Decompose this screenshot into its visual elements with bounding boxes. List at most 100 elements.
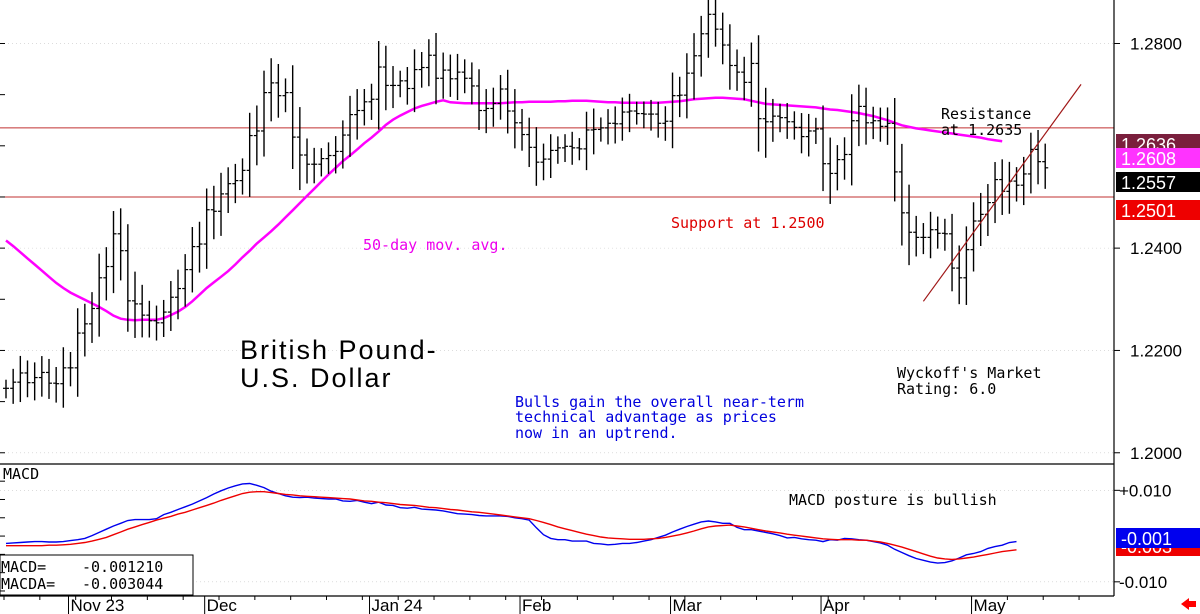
price-bar <box>784 102 791 139</box>
price-bar <box>375 41 382 130</box>
price-bar <box>225 167 232 213</box>
price-bar <box>655 101 662 138</box>
price-bar <box>483 89 490 134</box>
price-bar <box>296 107 303 191</box>
price-bar <box>705 0 712 58</box>
price-bar <box>175 269 182 320</box>
price-bar <box>726 24 733 90</box>
resistance-annotation-line-2: at 1.2635 <box>941 121 1022 139</box>
price-bar <box>870 106 877 140</box>
price-bar <box>468 62 475 105</box>
macd-lines <box>5 482 1017 564</box>
price-bar <box>992 162 999 224</box>
x-tick-label: May <box>974 596 1007 614</box>
price-bar <box>60 347 67 408</box>
price-bar <box>31 362 38 401</box>
price-bar <box>1027 132 1034 194</box>
price-bar <box>569 131 576 165</box>
price-bar <box>246 112 253 197</box>
market-rating-line-1: Wyckoff's Market <box>897 364 1042 382</box>
price-bar <box>440 52 447 99</box>
macd-tag-label: -0.001 <box>1121 529 1172 549</box>
price-bars <box>3 0 1049 408</box>
price-bar <box>540 143 547 181</box>
price-bar <box>167 281 174 331</box>
price-bar <box>160 299 167 337</box>
price-bar <box>941 218 948 251</box>
support-resistance-lines <box>0 127 1114 198</box>
price-bar <box>253 105 260 166</box>
price-bar <box>590 108 597 155</box>
x-tick-label: Apr <box>823 596 850 614</box>
price-bar <box>433 32 440 105</box>
moving-average-line <box>5 96 1003 322</box>
price-bar <box>124 224 131 332</box>
moving-average-annotation: 50-day mov. avg. <box>363 236 508 254</box>
price-bar <box>927 211 934 259</box>
price-bar <box>382 45 389 111</box>
macd-readout-box <box>0 554 194 596</box>
support-annotation: Support at 1.2500 <box>671 214 825 232</box>
macd-readout-value: -0.001210 <box>82 558 163 576</box>
price-bar <box>597 117 604 142</box>
price-bar <box>769 98 776 142</box>
price-bar <box>712 0 719 47</box>
price-bar <box>906 184 913 266</box>
price-bar <box>863 87 870 145</box>
price-bar <box>38 356 45 397</box>
price-bar <box>261 70 268 157</box>
price-tick-label: 1.2200 <box>1130 341 1182 360</box>
price-bar <box>96 253 103 337</box>
price-bar <box>898 143 905 246</box>
price-bar <box>884 107 891 145</box>
price-bar <box>519 108 526 151</box>
price-tag-label: 1.2501 <box>1121 201 1176 221</box>
price-bar <box>46 358 53 399</box>
price-tag-label: 1.2557 <box>1121 173 1176 193</box>
price-bar <box>74 308 81 397</box>
50-day-moving-average <box>5 96 1003 322</box>
price-bar <box>963 226 970 305</box>
price-bar <box>748 42 755 107</box>
macd-tick-label: +0.010 <box>1119 481 1171 500</box>
macda-readout-value: -0.003044 <box>82 575 163 593</box>
price-bar <box>554 136 561 164</box>
price-bar <box>332 136 339 174</box>
price-bar <box>132 271 139 338</box>
price-bar <box>626 93 633 133</box>
price-bar <box>533 127 540 186</box>
price-bar <box>425 39 432 87</box>
price-bar <box>1020 156 1027 206</box>
price-tag-box <box>1116 172 1200 192</box>
y-axis-ticks: 1.2000 1.2200 1.2400 1.2800 +0.010 -0.010 <box>0 34 1182 592</box>
price-bar <box>196 221 203 273</box>
price-bar <box>318 148 325 177</box>
price-tag-box <box>1116 148 1200 168</box>
price-bar <box>53 366 60 403</box>
price-tag-box <box>1116 200 1200 220</box>
macd-readout-label: MACD= <box>1 558 46 576</box>
scroll-left-arrow-icon[interactable] <box>1181 598 1196 610</box>
price-bar <box>110 211 117 294</box>
macd-posture-annotation: MACD posture is bullish <box>789 491 997 509</box>
price-bar <box>648 99 655 131</box>
price-bar <box>268 58 275 122</box>
macda-readout-label: MACDA= <box>1 575 55 593</box>
price-bar <box>691 33 698 100</box>
price-bar <box>397 70 404 98</box>
price-tick-label: 1.2400 <box>1130 239 1182 258</box>
price-bar <box>490 87 497 127</box>
x-tick-label: Dec <box>207 596 238 614</box>
price-bar <box>956 245 963 305</box>
macda-line <box>6 491 1017 561</box>
price-bar <box>454 53 461 101</box>
price-bar <box>977 192 984 247</box>
price-bar <box>347 95 354 157</box>
price-bar <box>848 94 855 186</box>
price-bar <box>755 35 762 152</box>
price-bar <box>562 134 569 163</box>
price-bar <box>934 216 941 249</box>
price-bar <box>669 72 676 149</box>
price-bar <box>1006 161 1013 214</box>
